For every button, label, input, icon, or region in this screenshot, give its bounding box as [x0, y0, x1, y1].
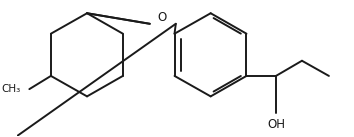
Text: OH: OH — [267, 118, 285, 131]
Text: O: O — [158, 11, 167, 24]
Text: CH₃: CH₃ — [1, 84, 21, 94]
